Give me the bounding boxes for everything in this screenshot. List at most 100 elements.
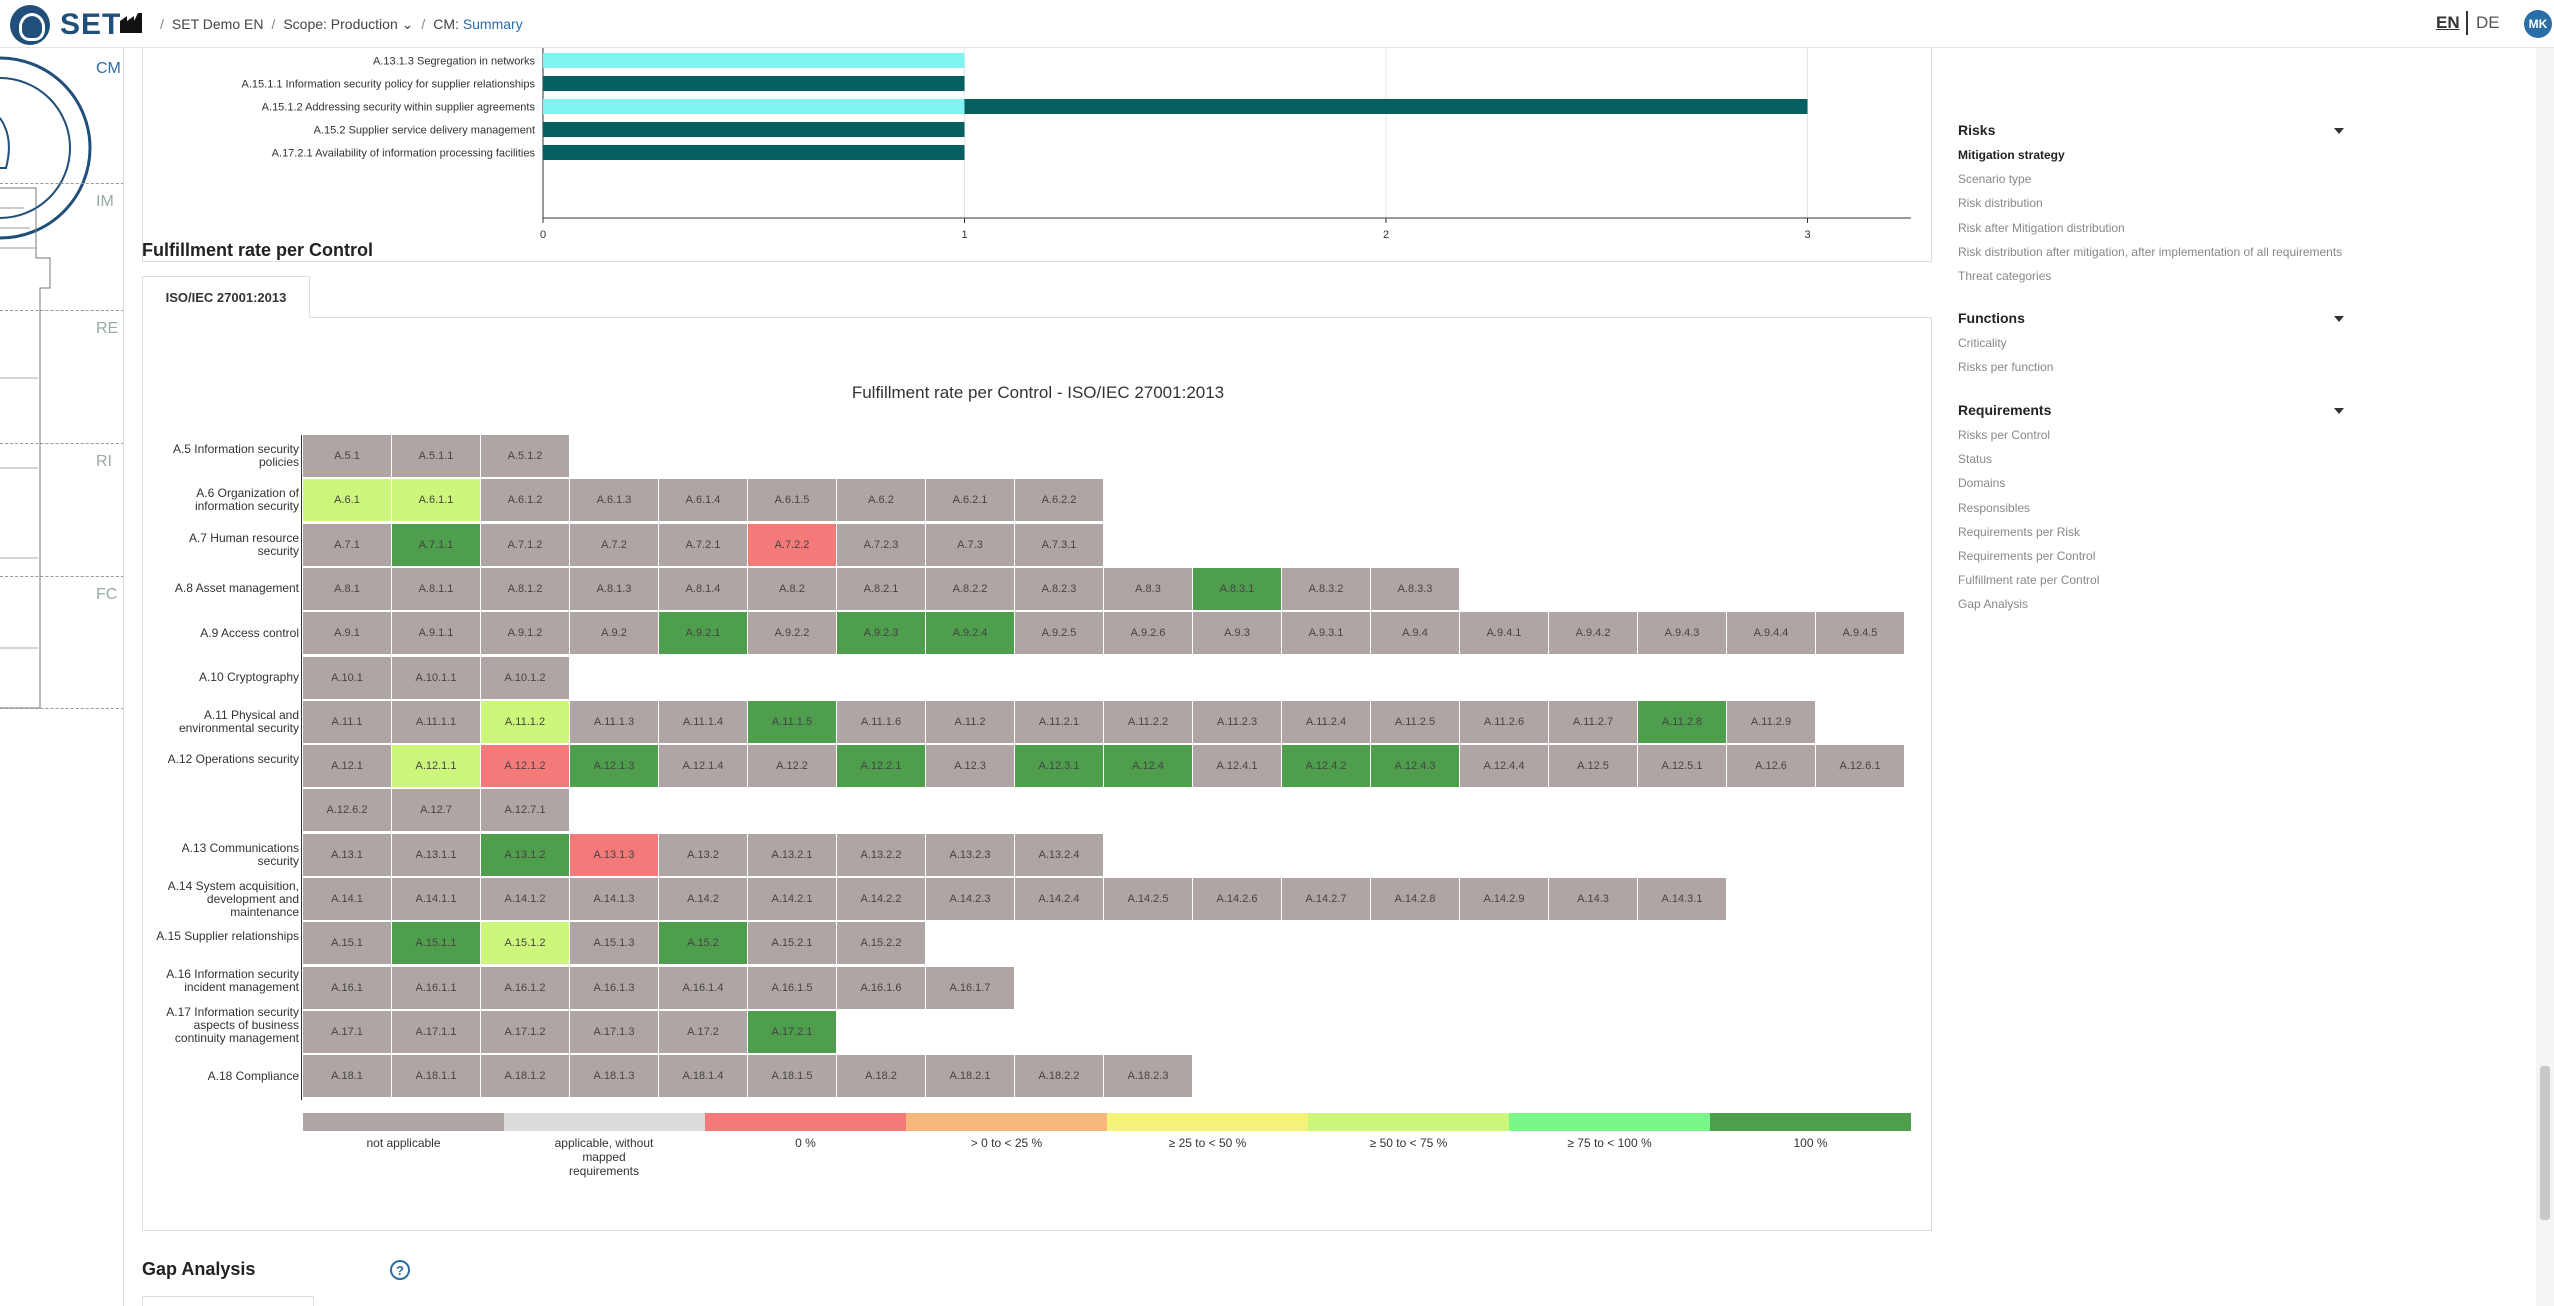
heatmap-cell[interactable]: A.8.1 [303, 567, 391, 610]
heatmap-cell[interactable]: A.12.6.1 [1816, 745, 1904, 788]
heatmap-cell[interactable]: A.9.2.3 [837, 612, 925, 655]
heatmap-cell[interactable]: A.8.1.3 [570, 567, 658, 610]
heatmap-cell[interactable]: A.6.2.1 [926, 479, 1014, 522]
rail-cm[interactable]: CM [96, 60, 121, 77]
heatmap-cell[interactable]: A.11.2.3 [1193, 700, 1281, 743]
heatmap-cell[interactable]: A.10.1 [303, 656, 391, 699]
heatmap-cell[interactable]: A.5.1.2 [481, 435, 569, 477]
heatmap-cell[interactable]: A.15.2.1 [748, 922, 836, 965]
heatmap-cell[interactable]: A.12.4 [1104, 745, 1192, 788]
nav-item[interactable]: Scenario type [1958, 172, 2032, 187]
heatmap-cell[interactable]: A.8.2.2 [926, 567, 1014, 610]
heatmap-cell[interactable]: A.11.2.1 [1015, 700, 1103, 743]
lang-en-button[interactable]: EN [2436, 13, 2460, 32]
heatmap-cell[interactable]: A.16.1.6 [837, 966, 925, 1009]
heatmap-cell[interactable]: A.16.1.2 [481, 966, 569, 1009]
heatmap-cell[interactable]: A.5.1 [303, 435, 391, 477]
gap-analysis-tab[interactable] [142, 1296, 314, 1306]
heatmap-cell[interactable]: A.9.1.1 [392, 612, 480, 655]
heatmap-cell[interactable]: A.9.2 [570, 612, 658, 655]
nav-item[interactable]: Threat categories [1958, 269, 2052, 283]
heatmap-cell[interactable]: A.11.2.4 [1282, 700, 1370, 743]
heatmap-cell[interactable]: A.14.1.2 [481, 878, 569, 920]
heatmap-cell[interactable]: A.12.2 [748, 745, 836, 788]
heatmap-cell[interactable]: A.12.1 [303, 745, 391, 788]
heatmap-cell[interactable]: A.12.6.2 [303, 789, 391, 832]
heatmap-cell[interactable]: A.16.1 [303, 966, 391, 1009]
heatmap-cell[interactable]: A.11.2.7 [1549, 700, 1637, 743]
heatmap-cell[interactable]: A.7.2.1 [659, 523, 747, 566]
heatmap-cell[interactable]: A.14.3.1 [1638, 878, 1726, 920]
chevron-down-icon[interactable] [2334, 408, 2344, 414]
heatmap-cell[interactable]: A.12.4.2 [1282, 745, 1370, 788]
heatmap-cell[interactable]: A.13.2.4 [1015, 833, 1103, 876]
heatmap-cell[interactable]: A.13.2.1 [748, 833, 836, 876]
heatmap-cell[interactable]: A.14.2.2 [837, 878, 925, 920]
heatmap-cell[interactable]: A.9.2.1 [659, 612, 747, 655]
help-icon[interactable]: ? [390, 1260, 410, 1280]
heatmap-cell[interactable]: A.18.1.2 [481, 1055, 569, 1098]
heatmap-cell[interactable]: A.9.1 [303, 612, 391, 655]
nav-item[interactable]: Risk after Mitigation distribution [1958, 220, 2125, 235]
heatmap-cell[interactable]: A.9.3 [1193, 612, 1281, 655]
rail-re[interactable]: RE [96, 320, 119, 337]
nav-item[interactable]: Domains [1958, 476, 2006, 491]
heatmap-cell[interactable]: A.7.1.2 [481, 523, 569, 566]
heatmap-cell[interactable]: A.14.2 [659, 878, 747, 920]
rail-fc[interactable]: FC [96, 586, 118, 603]
heatmap-cell[interactable]: A.8.1.1 [392, 567, 480, 610]
heatmap-cell[interactable]: A.6.1 [303, 479, 391, 522]
heatmap-cell[interactable]: A.13.2 [659, 833, 747, 876]
heatmap-cell[interactable]: A.16.1.4 [659, 966, 747, 1009]
heatmap-cell[interactable]: A.6.1.1 [392, 479, 480, 522]
heatmap-cell[interactable]: A.12.1.3 [570, 745, 658, 788]
scrollbar-track[interactable] [2536, 48, 2554, 1306]
heatmap-cell[interactable]: A.17.1.3 [570, 1010, 658, 1053]
heatmap-cell[interactable]: A.11.1.3 [570, 700, 658, 743]
nav-item[interactable]: Risks per Control [1958, 428, 2051, 442]
heatmap-cell[interactable]: A.12.7.1 [481, 789, 569, 832]
heatmap-cell[interactable]: A.11.1 [303, 700, 391, 743]
heatmap-cell[interactable]: A.14.2.4 [1015, 878, 1103, 920]
heatmap-cell[interactable]: A.14.2.7 [1282, 878, 1370, 920]
chevron-down-icon[interactable] [2334, 316, 2344, 322]
heatmap-cell[interactable]: A.11.1.2 [481, 700, 569, 743]
heatmap-cell[interactable]: A.12.1.4 [659, 745, 747, 788]
heatmap-cell[interactable]: A.9.4 [1371, 612, 1459, 655]
heatmap-cell[interactable]: A.13.1.2 [481, 833, 569, 876]
heatmap-cell[interactable]: A.15.1 [303, 922, 391, 965]
heatmap-cell[interactable]: A.9.4.3 [1638, 612, 1726, 655]
avatar[interactable]: MK [2524, 10, 2552, 38]
heatmap-cell[interactable]: A.14.2.1 [748, 878, 836, 920]
tab-iso-27001[interactable]: ISO/IEC 27001:2013 [142, 276, 310, 318]
heatmap-cell[interactable]: A.15.2.2 [837, 922, 925, 965]
nav-item[interactable]: Risks per function [1958, 360, 2054, 375]
heatmap-cell[interactable]: A.11.2.9 [1727, 700, 1815, 743]
scrollbar-thumb[interactable] [2540, 1066, 2550, 1220]
heatmap-cell[interactable]: A.8.3.1 [1193, 567, 1281, 610]
rail-ri[interactable]: RI [96, 453, 112, 470]
heatmap-cell[interactable]: A.18.1.3 [570, 1055, 658, 1098]
rail-im[interactable]: IM [96, 193, 114, 210]
heatmap-cell[interactable]: A.8.3.3 [1371, 567, 1459, 610]
heatmap-cell[interactable]: A.11.2 [926, 700, 1014, 743]
breadcrumb-project[interactable]: SET Demo EN [171, 16, 264, 32]
heatmap-cell[interactable]: A.17.1.2 [481, 1010, 569, 1053]
heatmap-cell[interactable]: A.6.1.3 [570, 479, 658, 522]
heatmap-cell[interactable]: A.14.1.1 [392, 878, 480, 920]
heatmap-cell[interactable]: A.9.2.2 [748, 612, 836, 655]
breadcrumb-scope[interactable]: Scope: Production ⌄ [283, 16, 414, 32]
breadcrumb-cm[interactable]: CM: Summary [433, 16, 523, 32]
heatmap-cell[interactable]: A.13.1.3 [570, 833, 658, 876]
heatmap-cell[interactable]: A.9.2.4 [926, 612, 1014, 655]
heatmap-cell[interactable]: A.15.2 [659, 922, 747, 965]
nav-item[interactable]: Requirements per Risk [1958, 524, 2081, 539]
heatmap-cell[interactable]: A.7.2.3 [837, 523, 925, 566]
heatmap-cell[interactable]: A.12.7 [392, 789, 480, 832]
heatmap-cell[interactable]: A.18.1.5 [748, 1055, 836, 1098]
heatmap-cell[interactable]: A.18.2.2 [1015, 1055, 1103, 1098]
heatmap-cell[interactable]: A.18.2.1 [926, 1055, 1014, 1098]
heatmap-cell[interactable]: A.14.3 [1549, 878, 1637, 920]
nav-item[interactable]: Responsibles [1958, 500, 2031, 515]
heatmap-cell[interactable]: A.16.1.1 [392, 966, 480, 1009]
